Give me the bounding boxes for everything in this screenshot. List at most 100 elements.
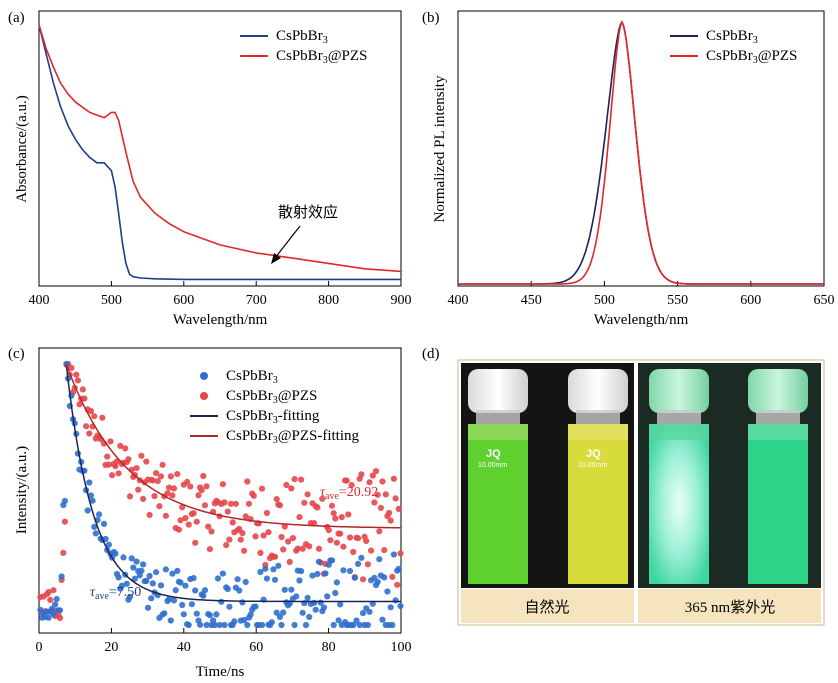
photo-frame [457,359,825,626]
x-tick-label-a: 400 [29,293,50,308]
x-tick-label-b: 500 [594,293,615,308]
decay-point-cspbbr3 [87,492,94,499]
decay-point-cspbbr3 [312,606,319,613]
panel-label-b: (b) [422,10,440,26]
decay-point-cspbbr3 [366,608,373,615]
legend-label-a: CsPbBr3 [276,28,328,46]
decay-point-cspbbr3-pzs [201,502,209,509]
x-tick-label-c: 40 [177,640,191,655]
decay-point-cspbbr3 [324,593,331,600]
x-tick-label-a: 800 [318,293,339,308]
tau-symbol-blue: τ [90,585,96,600]
decay-point-cspbbr3 [190,575,197,582]
decay-point-cspbbr3-pzs [99,414,106,421]
tau-label-blue: τave=7.50 [90,585,141,602]
decay-point-cspbbr3-pzs [138,452,145,459]
plot-frame-b [457,10,825,287]
decay-point-cspbbr3-pzs [206,546,213,553]
decay-point-cspbbr3 [359,610,367,617]
decay-point-cspbbr3-pzs [87,408,94,415]
decay-point-cspbbr3-pzs [286,558,293,566]
decay-point-cspbbr3-pzs [170,485,178,492]
pl-line-cspbbr3-pzs [458,20,824,285]
vial-meniscus [649,424,709,440]
decay-point-cspbbr3-pzs [328,502,336,509]
fit-line-cspbbr3 [65,363,401,603]
series-lines-a [38,24,402,281]
plot-frame-a [38,10,402,287]
decay-point-cspbbr3 [299,609,306,616]
decay-point-cspbbr3-pzs [241,547,248,554]
decay-point-cspbbr3 [296,577,303,584]
decay-point-cspbbr3-pzs [107,438,114,445]
legend-label-c: CsPbBr3-fitting [226,408,320,426]
decay-point-cspbbr3 [52,601,59,608]
decay-point-cspbbr3-pzs [236,525,243,533]
decay-point-cspbbr3 [167,617,174,624]
x-tick-label-b: 400 [448,293,469,308]
decay-point-cspbbr3 [390,551,397,558]
vial-meniscus [468,424,528,440]
decay-point-cspbbr3-pzs [392,495,399,502]
decay-point-cspbbr3 [144,604,152,611]
decay-point-cspbbr3-pzs [182,515,189,522]
vial-brand-label: JQ [486,448,501,460]
decay-point-cspbbr3-pzs [250,492,257,499]
decay-point-cspbbr3-pzs [258,485,266,492]
y-axis-label-c: Intensity/(a.u.) [14,446,30,534]
decay-point-cspbbr3 [330,621,337,629]
decay-point-cspbbr3-pzs [311,520,318,527]
decay-point-cspbbr3-pzs [364,561,371,568]
decay-point-cspbbr3-pzs [325,527,332,534]
decay-point-cspbbr3-pzs [159,461,166,468]
decay-point-cspbbr3-pzs [374,491,381,498]
decay-point-cspbbr3-pzs [167,473,174,480]
decay-point-cspbbr3 [115,574,122,581]
vial-cap [568,369,628,413]
plot-frame-c [38,347,402,634]
decay-point-cspbbr3-pzs [83,423,90,430]
decay-point-cspbbr3 [252,603,259,610]
decay-point-cspbbr3-pzs [394,581,401,588]
decay-point-cspbbr3-pzs [327,537,334,544]
decay-point-cspbbr3 [206,612,213,619]
decay-point-cspbbr3-pzs [281,523,288,530]
decay-point-cspbbr3 [314,570,321,578]
decay-point-cspbbr3 [364,621,371,629]
decay-point-cspbbr3-pzs [355,535,362,542]
x-tick-label-a: 900 [391,293,412,308]
decay-point-cspbbr3-pzs [319,495,326,502]
vial-neck [476,410,520,424]
decay-point-cspbbr3-pzs [115,470,122,477]
decay-point-cspbbr3 [273,609,280,616]
decay-point-cspbbr3-pzs [203,483,210,490]
vials: JQ 10.00mm JQ 10.00mm [468,369,808,584]
decay-point-cspbbr3 [53,596,60,603]
decay-point-cspbbr3-pzs [81,395,88,402]
decay-point-cspbbr3-pzs [278,533,285,541]
decay-point-cspbbr3-pzs [273,496,280,503]
legend-label-b: CsPbBr3@PZS [706,48,797,66]
decay-point-cspbbr3 [226,603,233,610]
tau-value-blue: =7.50 [109,585,141,600]
annotation-text-scattering: 散射效应 [278,203,338,221]
vial-cspbbr3-pzs-uv [748,369,808,584]
decay-point-cspbbr3-pzs [227,500,235,507]
decay-point-cspbbr3-pzs [285,538,292,545]
decay-point-cspbbr3 [216,621,223,629]
decay-point-cspbbr3 [351,574,358,581]
decay-point-cspbbr3-pzs [74,377,81,384]
x-ticks-a: 400 500 600 700 800 900 [29,281,412,308]
decay-point-cspbbr3 [381,574,388,581]
decay-point-cspbbr3 [123,580,130,587]
decay-point-cspbbr3-pzs [184,478,191,485]
x-tick-label-c: 100 [391,640,412,655]
series-lines-b [458,20,824,285]
vial-cspbbr3-uv [649,369,709,584]
decay-point-cspbbr3 [89,497,96,504]
decay-point-cspbbr3-pzs [112,463,119,470]
decay-point-cspbbr3 [231,618,238,625]
decay-point-cspbbr3 [328,557,336,564]
decay-point-cspbbr3-pzs [289,535,296,542]
decay-point-cspbbr3-pzs [133,465,140,472]
